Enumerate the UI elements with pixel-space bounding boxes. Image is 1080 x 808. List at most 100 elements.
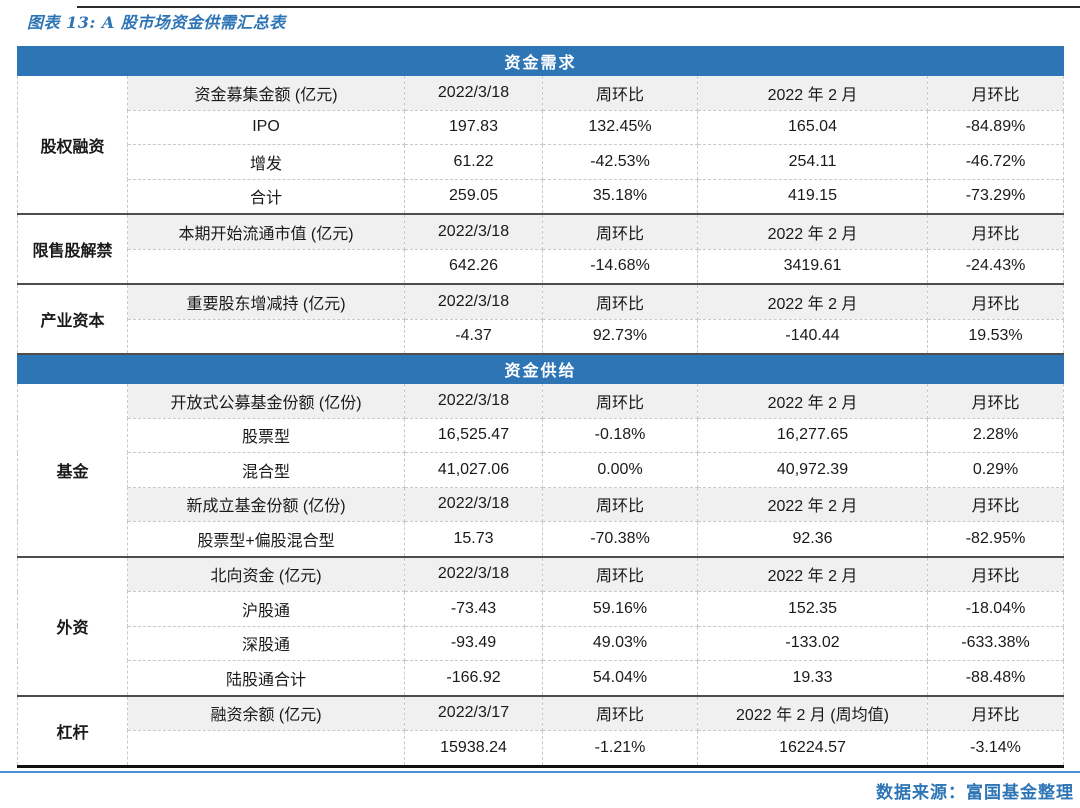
column-header-cell: 月环比 bbox=[926, 213, 1065, 250]
head-row: 杠杆 融资余额 (亿元) 2022/3/17 周环比 2022 年 2 月 (周均值) 月… bbox=[17, 694, 1065, 767]
month-value-cell: 92.36 bbox=[697, 521, 928, 557]
value-cell: 16,525.47 bbox=[404, 417, 543, 453]
mom-cell: -84.89% bbox=[926, 109, 1065, 145]
column-header-cell: 融资余额 (亿元) bbox=[127, 694, 405, 731]
wow-cell: -1.21% bbox=[542, 730, 698, 767]
column-header-cell: 2022 年 2 月 bbox=[697, 383, 928, 419]
column-header-cell: 新成立基金份额 (亿份) bbox=[127, 486, 405, 522]
column-header-cell: 周环比 bbox=[542, 283, 698, 320]
data-row: 增发 61.22 -42.53% 254.11 -46.72% bbox=[18, 144, 1065, 180]
value-cell: 642.26 bbox=[404, 248, 543, 285]
section-bar-row: 资金需求 bbox=[16, 46, 1065, 76]
metric-cell: IPO bbox=[127, 109, 405, 145]
column-header-cell: 2022/3/18 bbox=[404, 486, 543, 522]
mom-cell: -24.43% bbox=[926, 248, 1065, 285]
value-cell: -4.37 bbox=[404, 318, 543, 355]
group-label: 外资 bbox=[17, 555, 128, 696]
column-header-cell: 本期开始流通市值 (亿元) bbox=[127, 213, 405, 250]
section-header: 资金需求 bbox=[16, 46, 1065, 76]
column-header-cell: 周环比 bbox=[542, 486, 698, 522]
mom-cell: 2.28% bbox=[926, 417, 1065, 453]
wow-cell: 92.73% bbox=[542, 318, 698, 355]
data-row: 股票型 16,525.47 -0.18% 16,277.65 2.28% bbox=[18, 417, 1065, 453]
figure-title: 图表 13: A 股市场资金供需汇总表 bbox=[27, 13, 286, 32]
column-header-cell: 2022 年 2 月 bbox=[697, 486, 928, 522]
wow-cell: 132.45% bbox=[542, 109, 698, 145]
head-row: 股权融资 资金募集金额 (亿元) 2022/3/18 周环比 2022 年 2 月月环比 bbox=[17, 75, 1065, 215]
data-row: IPO 197.83 132.45% 165.04 -84.89% bbox=[18, 109, 1065, 145]
column-header-cell: 月环比 bbox=[926, 486, 1065, 522]
column-header-cell: 2022/3/17 bbox=[404, 694, 543, 731]
column-header-cell: 周环比 bbox=[542, 555, 698, 592]
wow-cell: -70.38% bbox=[542, 521, 698, 557]
wow-cell: -42.53% bbox=[542, 144, 698, 180]
footer-rule bbox=[0, 771, 1080, 773]
value-cell: 41,027.06 bbox=[404, 452, 543, 488]
wow-cell: 35.18% bbox=[542, 178, 698, 215]
metric-cell bbox=[127, 248, 405, 285]
value-cell: -73.43 bbox=[404, 591, 543, 627]
data-row: 合计 259.05 35.18% 419.15 -73.29% bbox=[18, 178, 1065, 215]
column-header-cell: 2022/3/18 bbox=[404, 283, 543, 320]
column-header-cell: 月环比 bbox=[926, 75, 1065, 111]
mom-cell: -88.48% bbox=[926, 660, 1065, 696]
data-row: -4.37 92.73% -140.44 19.53% bbox=[18, 318, 1065, 355]
column-header-cell: 月环比 bbox=[926, 694, 1065, 731]
column-header-cell: 2022 年 2 月 bbox=[697, 213, 928, 250]
month-value-cell: 16,277.65 bbox=[697, 417, 928, 453]
mom-cell: -18.04% bbox=[926, 591, 1065, 627]
column-header-cell: 周环比 bbox=[542, 213, 698, 250]
data-row: 股票型+偏股混合型 15.73 -70.38% 92.36 -82.95% bbox=[18, 521, 1065, 557]
data-row: 深股通 -93.49 49.03% -133.02 -633.38% bbox=[18, 625, 1065, 661]
head-row: 外资 北向资金 (亿元) 2022/3/18 周环比 2022 年 2 月月环比 bbox=[17, 555, 1065, 696]
column-header-cell: 2022 年 2 月 bbox=[697, 283, 928, 320]
head-row: 基金 开放式公募基金份额 (亿份) 2022/3/18 周环比 2022 年 2 月月环… bbox=[17, 383, 1065, 557]
metric-cell: 股票型+偏股混合型 bbox=[127, 521, 405, 557]
data-row: 沪股通 -73.43 59.16% 152.35 -18.04% bbox=[18, 591, 1065, 627]
value-cell: 15.73 bbox=[404, 521, 543, 557]
data-row: 混合型 41,027.06 0.00% 40,972.39 0.29% bbox=[18, 452, 1065, 488]
group-label: 基金 bbox=[17, 383, 128, 557]
mom-cell: -73.29% bbox=[926, 178, 1065, 215]
column-header-cell: 月环比 bbox=[926, 383, 1065, 419]
column-header-cell: 2022 年 2 月 (周均值) bbox=[697, 694, 928, 731]
wow-cell: -14.68% bbox=[542, 248, 698, 285]
capital-supply-demand-table: 资金需求 股权融资 资金募集金额 (亿元) 2022/3/18 周环比 2022 年 2 … bbox=[16, 46, 1065, 768]
wow-cell: 49.03% bbox=[542, 625, 698, 661]
value-cell: 259.05 bbox=[404, 178, 543, 215]
page-top-rule bbox=[77, 6, 1080, 8]
mom-cell: 0.29% bbox=[926, 452, 1065, 488]
head-row: 新成立基金份额 (亿份) 2022/3/18 周环比 2022 年 2 月月环比 bbox=[18, 486, 1065, 522]
month-value-cell: 254.11 bbox=[697, 144, 928, 180]
mom-cell: -3.14% bbox=[926, 730, 1065, 767]
month-value-cell: 40,972.39 bbox=[697, 452, 928, 488]
wow-cell: 0.00% bbox=[542, 452, 698, 488]
month-value-cell: 3419.61 bbox=[697, 248, 928, 285]
month-value-cell: 419.15 bbox=[697, 178, 928, 215]
metric-cell: 沪股通 bbox=[127, 591, 405, 627]
column-header-cell: 2022 年 2 月 bbox=[697, 75, 928, 111]
head-row: 限售股解禁 本期开始流通市值 (亿元) 2022/3/18 周环比 2022 年 2 月… bbox=[17, 213, 1065, 285]
data-source-note: 数据来源：富国基金整理 bbox=[876, 783, 1074, 803]
data-row: 642.26 -14.68% 3419.61 -24.43% bbox=[18, 248, 1065, 285]
data-row: 15938.24 -1.21% 16224.57 -3.14% bbox=[18, 730, 1065, 767]
section-header: 资金供给 bbox=[16, 353, 1065, 384]
metric-cell: 深股通 bbox=[127, 625, 405, 661]
mom-cell: -633.38% bbox=[926, 625, 1065, 661]
value-cell: 15938.24 bbox=[404, 730, 543, 767]
group-label: 产业资本 bbox=[17, 283, 128, 355]
wow-cell: -0.18% bbox=[542, 417, 698, 453]
group-label: 限售股解禁 bbox=[17, 213, 128, 285]
metric-cell bbox=[127, 318, 405, 355]
mom-cell: -46.72% bbox=[926, 144, 1065, 180]
value-cell: 197.83 bbox=[404, 109, 543, 145]
metric-cell: 股票型 bbox=[127, 417, 405, 453]
column-header-cell: 月环比 bbox=[926, 555, 1065, 592]
mom-cell: 19.53% bbox=[926, 318, 1065, 355]
column-header-cell: 资金募集金额 (亿元) bbox=[127, 75, 405, 111]
month-value-cell: -140.44 bbox=[697, 318, 928, 355]
month-value-cell: 165.04 bbox=[697, 109, 928, 145]
month-value-cell: 19.33 bbox=[697, 660, 928, 696]
month-value-cell: 16224.57 bbox=[697, 730, 928, 767]
